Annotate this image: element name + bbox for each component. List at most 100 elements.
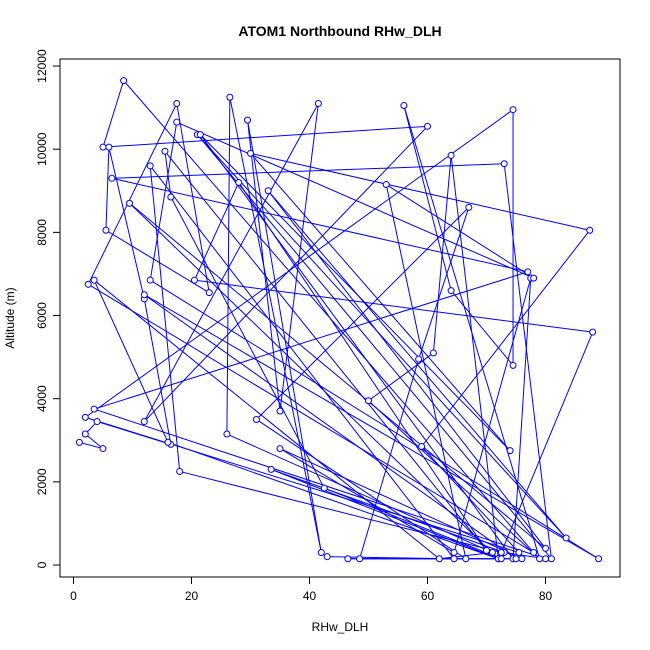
- data-point: [536, 555, 544, 563]
- series-segment: [270, 468, 505, 553]
- data-point: [323, 553, 331, 561]
- series-segment: [93, 271, 528, 410]
- series-segment: [149, 279, 599, 560]
- series-segment: [250, 153, 511, 451]
- data-point: [314, 99, 322, 107]
- series-segment: [194, 279, 593, 333]
- series-segment: [324, 487, 502, 560]
- series-segment: [418, 207, 470, 360]
- series-segment: [87, 283, 534, 553]
- y-tick-label: 2000: [35, 468, 49, 495]
- series-segment: [270, 468, 499, 560]
- data-point: [530, 274, 538, 282]
- data-point: [429, 349, 437, 357]
- series-segment: [403, 105, 541, 559]
- data-point: [190, 276, 198, 284]
- series-segment: [193, 182, 240, 281]
- series-segment: [450, 290, 514, 366]
- chart-title: ATOM1 Northbound RHw_DLH: [238, 23, 441, 39]
- data-point: [99, 143, 107, 151]
- series-segment: [453, 277, 532, 553]
- data-point: [497, 555, 505, 563]
- data-point: [562, 534, 570, 542]
- series-segment: [85, 109, 514, 418]
- data-point: [488, 549, 496, 557]
- data-point: [276, 445, 284, 453]
- data-point: [93, 418, 101, 426]
- x-tick-label: 40: [303, 589, 317, 603]
- y-tick-label: 12000: [35, 49, 49, 83]
- data-point: [462, 555, 470, 563]
- series-segment: [197, 134, 552, 560]
- data-point: [450, 555, 458, 563]
- data-point: [586, 226, 594, 234]
- series-segment: [226, 97, 231, 435]
- series-segment: [256, 207, 470, 420]
- data-point: [108, 174, 116, 182]
- series-segment: [85, 416, 520, 554]
- x-axis: 0 20 40 60 80: [70, 576, 553, 603]
- data-point: [75, 438, 83, 446]
- data-point: [205, 289, 213, 297]
- series-segment: [164, 150, 487, 551]
- data-point: [530, 549, 538, 557]
- series-segment: [279, 448, 523, 560]
- series-segment: [143, 103, 319, 422]
- data-point: [120, 77, 128, 85]
- data-point: [146, 162, 154, 170]
- series-segment: [385, 184, 467, 559]
- y-tick-label: 6000: [35, 302, 49, 329]
- series-lines: [79, 80, 599, 560]
- data-point: [105, 143, 113, 151]
- data-point: [84, 280, 92, 288]
- series-segment: [385, 184, 534, 279]
- data-point: [506, 447, 514, 455]
- series-segment: [144, 294, 517, 560]
- x-tick-label: 60: [421, 589, 435, 603]
- series-segment: [129, 202, 546, 549]
- series-segment: [512, 278, 532, 559]
- y-axis: 0 2000 4000 6000 8000 10000 12000: [35, 49, 61, 568]
- data-point: [317, 549, 325, 557]
- data-point: [167, 193, 175, 201]
- data-point: [356, 555, 364, 563]
- data-point: [500, 160, 508, 168]
- series-segment: [503, 163, 552, 559]
- data-point: [276, 407, 284, 415]
- data-point: [465, 203, 473, 211]
- series-segment: [143, 125, 428, 422]
- data-point: [140, 418, 148, 426]
- data-point: [509, 106, 517, 114]
- x-tick-label: 20: [185, 589, 199, 603]
- series-segment: [79, 441, 104, 450]
- series-segment: [129, 202, 499, 560]
- data-point: [435, 555, 443, 563]
- series-segment: [421, 446, 520, 553]
- series-segment: [102, 80, 125, 148]
- series-segment: [368, 400, 540, 560]
- series-segment: [179, 470, 502, 554]
- series-segment: [108, 147, 145, 300]
- data-point: [146, 276, 154, 284]
- series-segment: [176, 121, 534, 279]
- data-point: [400, 102, 408, 110]
- y-tick-label: 8000: [35, 219, 49, 246]
- series-segment: [111, 163, 505, 179]
- data-point: [90, 276, 98, 284]
- series-segment: [403, 105, 452, 291]
- data-point: [173, 118, 181, 126]
- data-point: [81, 413, 89, 421]
- data-point: [382, 181, 390, 189]
- series-segment: [102, 125, 428, 148]
- data-point: [252, 415, 260, 423]
- series-points: [75, 77, 603, 563]
- data-point: [267, 465, 275, 473]
- data-point: [173, 99, 181, 107]
- x-tick-label: 80: [539, 589, 553, 603]
- series-segment: [149, 122, 178, 281]
- data-point: [161, 147, 169, 155]
- series-segment: [144, 294, 599, 560]
- series-segment: [84, 433, 104, 449]
- x-tick-label: 0: [70, 589, 77, 603]
